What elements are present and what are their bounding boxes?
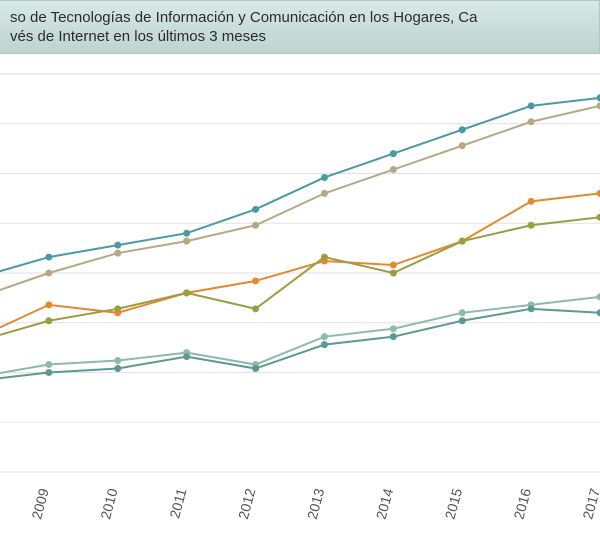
x-axis-label: 2013 [304,486,328,520]
series-s2-dot [459,142,466,149]
series-s6-dot [252,365,259,372]
series-s2-dot [321,190,328,197]
series-s5-dot [597,293,600,300]
series-s4-dot [183,289,190,296]
series-s5-dot [459,309,466,316]
series-s4-dot [114,305,121,312]
series-s5-dot [321,333,328,340]
x-axis-label: 2009 [28,486,52,520]
series-s3-dot [45,301,52,308]
series-s4-dot [597,214,600,221]
chart-title-bar: so de Tecnologías de Información y Comun… [0,0,600,54]
series-s1 [0,98,600,277]
series-s1-dot [528,102,535,109]
series-s3-dot [252,277,259,284]
series-s2-dot [390,166,397,173]
x-axis-label: 2010 [97,486,121,520]
series-s1-dot [459,126,466,133]
series-s3-dot [390,262,397,269]
series-s2-dot [597,102,600,109]
series-s6-dot [114,365,121,372]
series-s1-dot [114,242,121,249]
series-s1-dot [321,174,328,181]
x-axis-label: 2012 [235,486,259,520]
series-s3-dot [597,190,600,197]
x-axis-label: 2016 [510,486,534,520]
x-axis-label: 2011 [166,486,189,519]
chart-svg: 2009 2010 2011 2012 2013 2014 2015 2016 2017 [0,54,600,536]
chart-title-line2: vés de Internet en los últimos 3 meses [10,27,589,47]
series-s2-dot [528,118,535,125]
x-axis-label: 2017 [579,486,600,520]
x-axis-label: 2015 [442,486,466,520]
series-s2-dot [252,222,259,229]
x-axis-label: 2014 [373,486,397,520]
series-s5-dot [45,361,52,368]
series-s1-dot [183,230,190,237]
series-s3-dot [528,198,535,205]
series-s4-dot [390,270,397,277]
series-s4-dot [321,254,328,261]
series-s4-dot [528,222,535,229]
series-s6 [0,309,600,381]
series-s6-dot [459,317,466,324]
line-chart: 2009 2010 2011 2012 2013 2014 2015 2016 2017 [0,54,600,536]
series-s4 [0,217,600,340]
series-s1-dot [45,254,52,261]
series-s1-dot [597,94,600,101]
series-s6-dot [597,309,600,316]
series-s6-dot [321,341,328,348]
series-s2-dot [183,238,190,245]
series-s4-dot [45,317,52,324]
series-s6-dot [528,305,535,312]
series-s2-dot [114,250,121,257]
series-s6-dot [45,369,52,376]
series-s3 [0,193,600,336]
series-s6-dot [390,333,397,340]
series-s5-dot [390,325,397,332]
series-s5-dot [114,357,121,364]
series-s1-dot [252,206,259,213]
series-s2-dot [45,270,52,277]
series-s1-dot [390,150,397,157]
chart-title-line1: so de Tecnologías de Información y Comun… [10,8,589,28]
series-s4-dot [459,238,466,245]
series-s4-dot [252,305,259,312]
series-s6-dot [183,353,190,360]
